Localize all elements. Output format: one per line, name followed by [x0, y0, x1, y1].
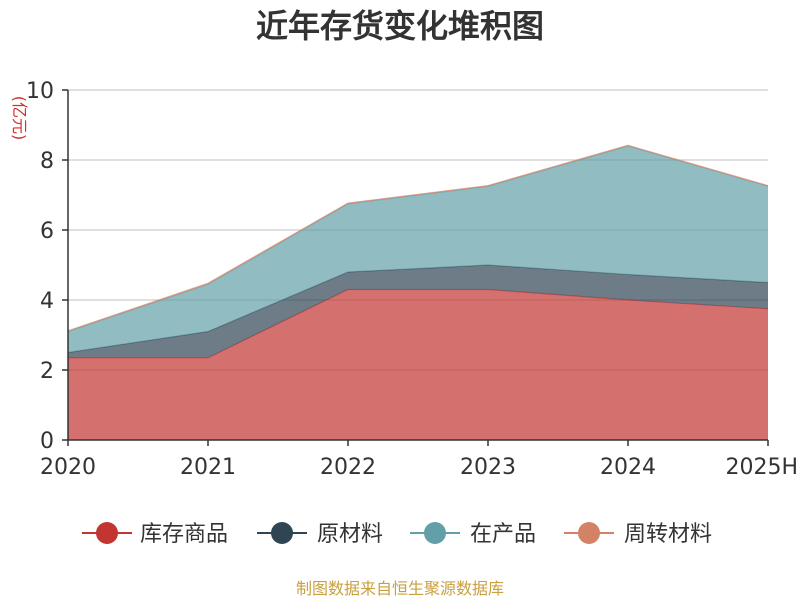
x-tick-label: 2025H	[725, 455, 798, 480]
source-note: 制图数据来自恒生聚源数据库	[296, 579, 504, 598]
x-tick-label: 2024	[600, 455, 656, 480]
y-tick-label: 6	[40, 219, 54, 244]
legend-label: 原材料	[317, 522, 383, 547]
x-tick-label: 2020	[40, 455, 96, 480]
area-3	[68, 146, 768, 353]
legend-marker	[271, 522, 293, 544]
legend-label: 周转材料	[624, 522, 712, 547]
area-line-4	[67, 144, 769, 332]
x-tick-label: 2021	[180, 455, 236, 480]
legend-label: 库存商品	[140, 522, 228, 547]
axes: 0 2 4 6 8 10 2020 2021 2022 2023 2024 2025H	[26, 79, 798, 480]
legend-marker	[578, 522, 600, 544]
x-tick-label: 2022	[320, 455, 376, 480]
legend-label: 在产品	[470, 522, 536, 547]
legend-marker	[424, 522, 446, 544]
chart-title: 近年存货变化堆积图	[256, 7, 544, 45]
y-axis-label: (亿元)	[10, 96, 29, 141]
area-1	[68, 289, 768, 440]
y-tick-label: 10	[26, 79, 54, 104]
y-tick-label: 0	[40, 429, 54, 454]
y-tick-label: 8	[40, 149, 54, 174]
y-tick-label: 4	[40, 289, 54, 314]
x-tick-label: 2023	[460, 455, 516, 480]
legend: 库存商品 原材料 在产品 周转材料	[82, 522, 712, 547]
legend-marker	[96, 522, 118, 544]
y-tick-label: 2	[40, 359, 54, 384]
area-series	[67, 144, 769, 440]
area-2	[68, 265, 768, 358]
